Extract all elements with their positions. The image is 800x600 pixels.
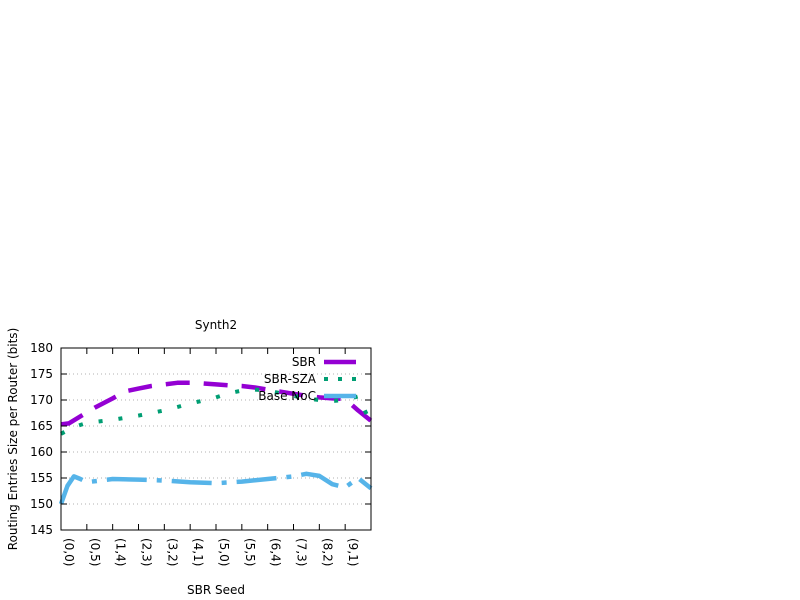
legend-label: SBR-SZA <box>264 372 317 386</box>
x-tick-label: (1,4) <box>114 538 128 566</box>
y-tick-label: 180 <box>30 341 53 355</box>
y-tick-label: 145 <box>30 523 53 537</box>
legend-label: SBR <box>292 355 316 369</box>
x-tick-label: (8,2) <box>320 538 334 566</box>
x-tick-label: (3,2) <box>165 538 179 566</box>
y-tick-label: 150 <box>30 497 53 511</box>
series-layer <box>58 380 373 505</box>
y-axis: 145 150 155 160 165 170 175 180 <box>30 341 371 537</box>
y-axis-label: Routing Entries Size per Router (bits) <box>6 328 20 550</box>
x-tick-label: (0,0) <box>62 538 76 566</box>
y-tick-label: 155 <box>30 471 53 485</box>
x-tick-label: (0,5) <box>88 538 102 566</box>
x-tick-label: (9,1) <box>346 538 360 566</box>
y-tick-label: 175 <box>30 367 53 381</box>
legend: SBR SBR-SZA Base NoC <box>258 355 356 403</box>
plot-frame <box>60 347 372 531</box>
series-line-sbr <box>60 380 373 427</box>
chart-title: Synth2 <box>195 318 237 332</box>
y-tick-label: 160 <box>30 445 53 459</box>
x-tick-label: (5,5) <box>243 538 257 566</box>
x-tick-label: (5,0) <box>217 538 231 566</box>
x-axis: (0,0) (0,5) (1,4) (2,3) (3,2) (4,1) (5,0) (5,5)… <box>60 348 360 566</box>
x-tick-label: (7,3) <box>295 538 309 566</box>
series-line-base-noc <box>58 471 373 505</box>
x-axis-label: SBR Seed <box>187 583 245 597</box>
x-tick-label: (2,3) <box>140 538 154 566</box>
x-tick-label: (4,1) <box>191 538 205 566</box>
grid <box>61 373 371 505</box>
legend-label: Base NoC <box>258 389 316 403</box>
x-tick-label: (6,4) <box>269 538 283 566</box>
y-tick-label: 165 <box>30 419 53 433</box>
y-tick-label: 170 <box>30 393 53 407</box>
